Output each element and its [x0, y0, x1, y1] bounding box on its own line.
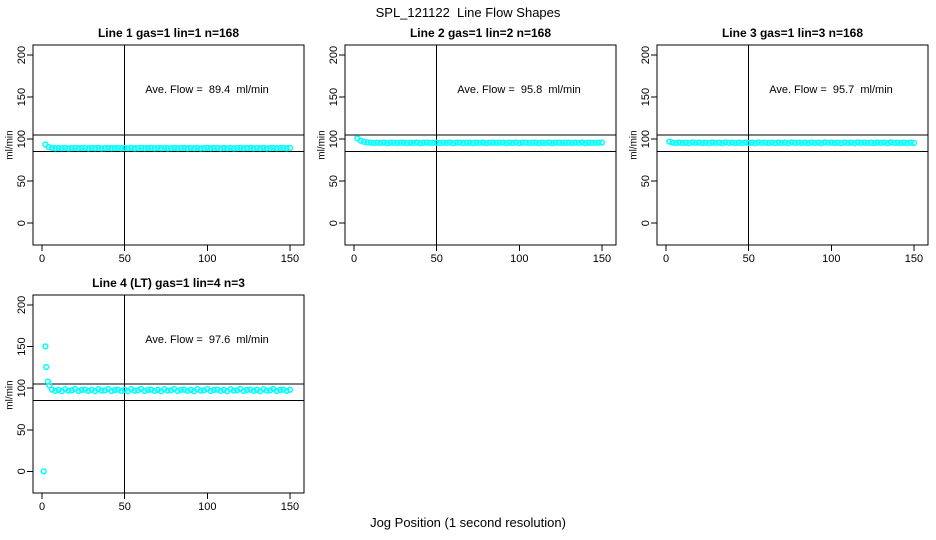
figure-title: SPL_121122 Line Flow Shapes — [375, 5, 561, 20]
svg-text:150: 150 — [281, 253, 299, 265]
panel-line-1: Line 1 gas=1 lin=1 n=168 ml/min Ave. Flo… — [0, 20, 312, 270]
svg-text:50: 50 — [16, 175, 28, 187]
plot-canvas: 0 50 100 150 200 0 50 100 150 — [16, 44, 305, 265]
panel-line-4: Line 4 (LT) gas=1 lin=4 n=3 ml/min Ave. … — [0, 270, 312, 510]
ave-flow-annotation: Ave. Flow = 95.7 ml/min — [769, 84, 893, 96]
svg-text:100: 100 — [16, 130, 28, 148]
svg-text:0: 0 — [16, 220, 28, 226]
panel-title: Line 3 gas=1 lin=3 n=168 — [721, 26, 864, 40]
svg-text:100: 100 — [822, 253, 840, 265]
panel-title: Line 1 gas=1 lin=1 n=168 — [97, 26, 240, 40]
ave-flow-annotation: Ave. Flow = 95.8 ml/min — [457, 84, 581, 96]
svg-text:0: 0 — [640, 220, 652, 226]
svg-text:0: 0 — [663, 253, 669, 265]
ave-flow-annotation: Ave. Flow = 89.4 ml/min — [145, 84, 269, 96]
svg-text:200: 200 — [16, 46, 28, 64]
panel-title: Line 4 (LT) gas=1 lin=4 n=3 — [92, 276, 245, 290]
svg-text:150: 150 — [16, 337, 28, 355]
svg-text:0: 0 — [39, 253, 45, 265]
svg-text:50: 50 — [640, 175, 652, 187]
svg-text:150: 150 — [593, 253, 611, 265]
svg-text:150: 150 — [16, 88, 28, 106]
plot-canvas: 0 50 100 150 200 0 50 100 150 — [640, 44, 929, 265]
svg-text:100: 100 — [16, 379, 28, 397]
svg-text:50: 50 — [119, 501, 131, 510]
svg-text:150: 150 — [281, 501, 299, 510]
svg-text:50: 50 — [743, 253, 755, 265]
x-axis-label: Jog Position (1 second resolution) — [370, 515, 566, 530]
svg-text:100: 100 — [198, 253, 216, 265]
svg-text:0: 0 — [39, 501, 45, 510]
panel-line-2: Line 2 gas=1 lin=2 n=168 ml/min Ave. Flo… — [312, 20, 624, 270]
svg-text:100: 100 — [640, 130, 652, 148]
svg-text:200: 200 — [640, 46, 652, 64]
svg-text:100: 100 — [198, 501, 216, 510]
plot-canvas: 0 50 100 150 200 0 50 100 150 — [16, 294, 305, 510]
svg-text:50: 50 — [16, 424, 28, 436]
panel-title: Line 2 gas=1 lin=2 n=168 — [409, 26, 552, 40]
ave-flow-annotation: Ave. Flow = 97.6 ml/min — [145, 334, 269, 346]
svg-text:0: 0 — [328, 220, 340, 226]
svg-text:150: 150 — [328, 88, 340, 106]
svg-text:50: 50 — [431, 253, 443, 265]
svg-text:100: 100 — [510, 253, 528, 265]
svg-text:0: 0 — [351, 253, 357, 265]
panel-line-3: Line 3 gas=1 lin=3 n=168 ml/min Ave. Flo… — [624, 20, 936, 270]
plot-canvas: 0 50 100 150 200 0 50 100 150 — [328, 44, 617, 265]
svg-text:50: 50 — [328, 175, 340, 187]
svg-text:0: 0 — [16, 468, 28, 474]
svg-text:150: 150 — [905, 253, 923, 265]
svg-text:150: 150 — [640, 88, 652, 106]
svg-text:200: 200 — [16, 296, 28, 314]
svg-text:200: 200 — [328, 46, 340, 64]
svg-text:100: 100 — [328, 130, 340, 148]
svg-text:50: 50 — [119, 253, 131, 265]
